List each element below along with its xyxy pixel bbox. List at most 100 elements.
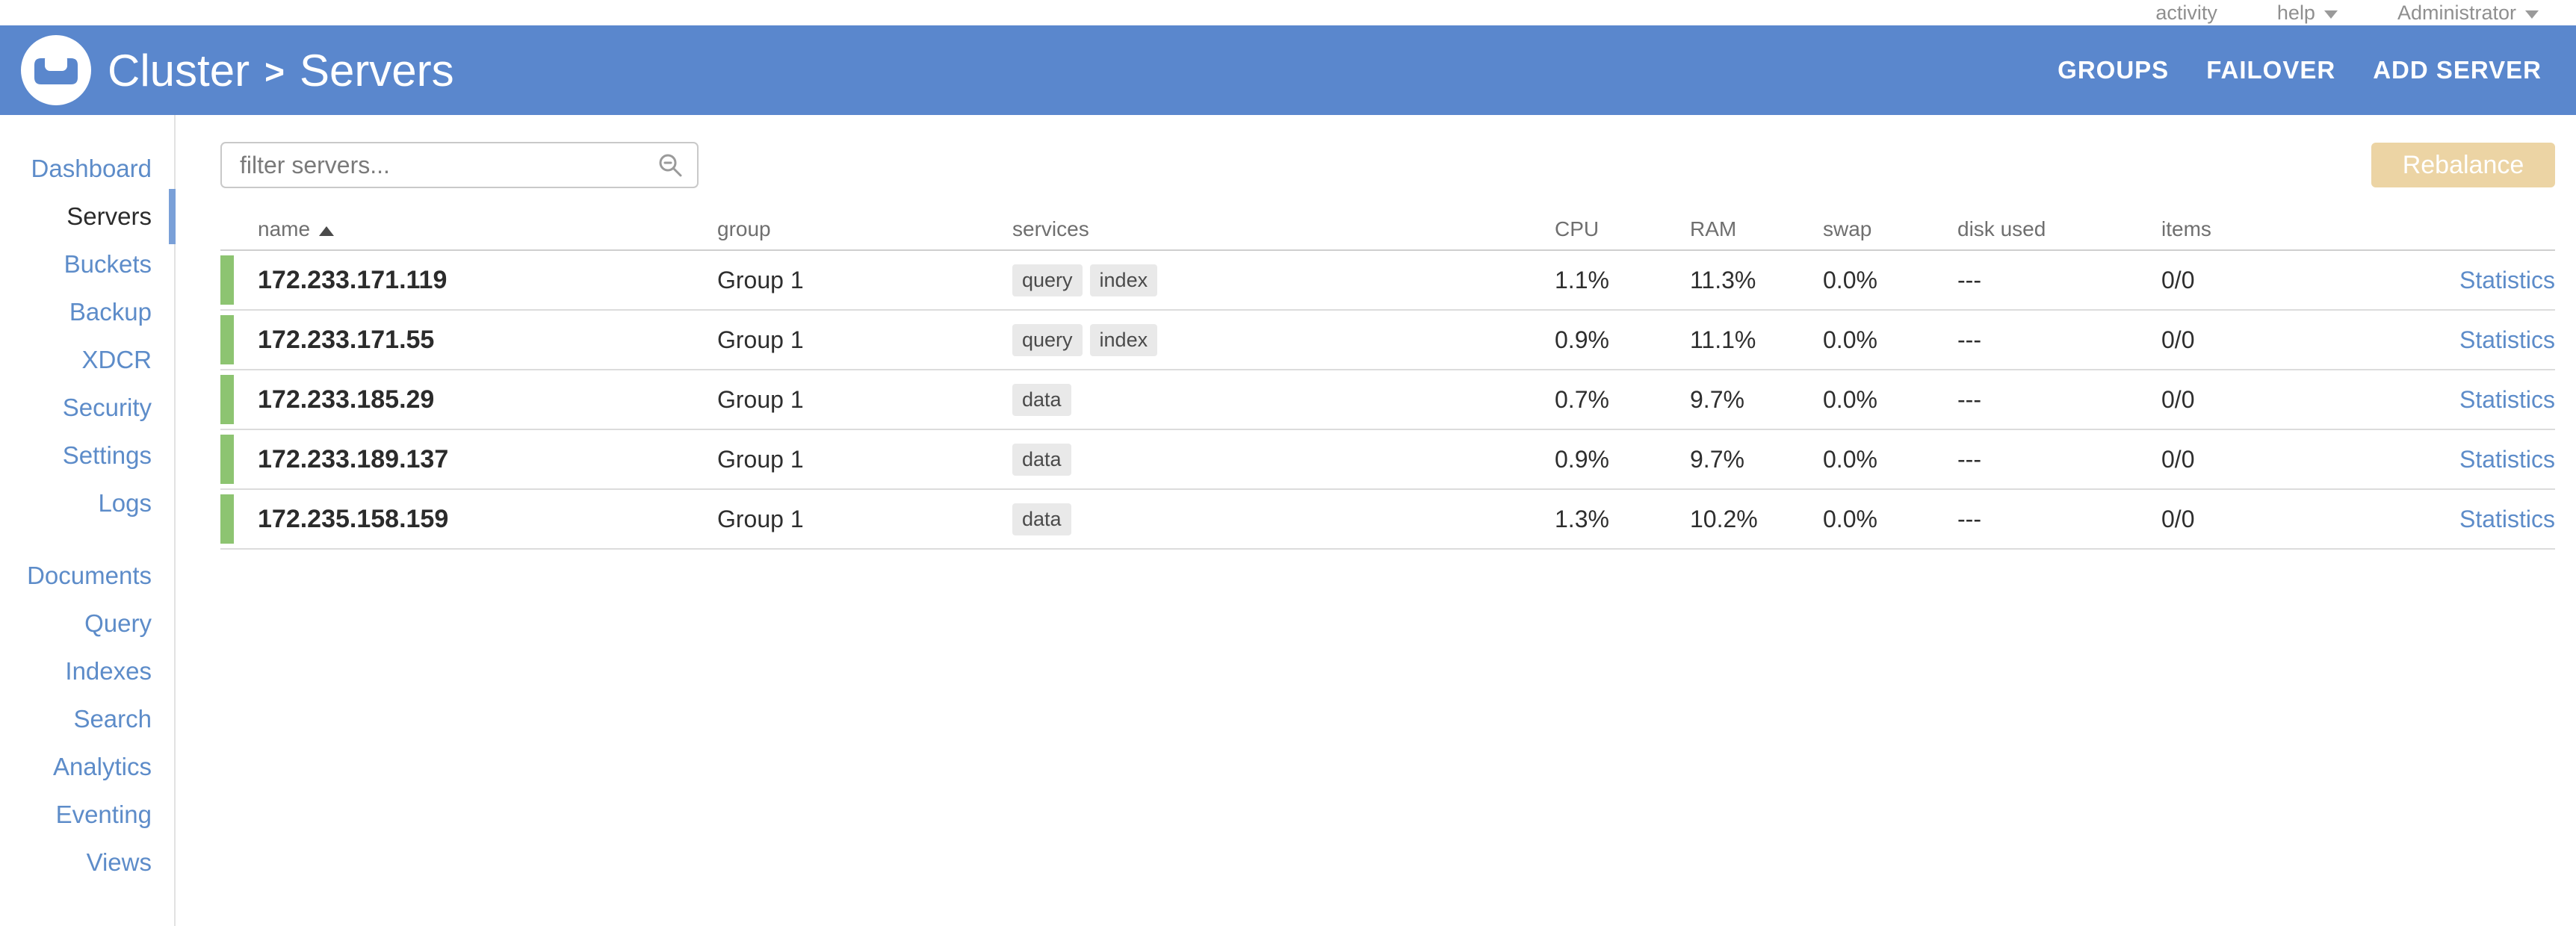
sidebar-item-label: Buckets <box>64 250 152 278</box>
table-row[interactable]: 172.233.171.119 Group 1 query index 1.1% … <box>220 251 2555 311</box>
sort-ascending-icon <box>319 226 335 236</box>
server-ram: 10.2% <box>1690 505 1758 532</box>
server-name: 172.235.158.159 <box>258 504 449 533</box>
servers-toolbar: Rebalance <box>220 142 2555 188</box>
sidebar-item-dashboard[interactable]: Dashboard <box>0 145 174 193</box>
user-label: Administrator <box>2397 1 2516 24</box>
server-services: query index <box>1012 323 1555 356</box>
sidebar-item-views[interactable]: Views <box>0 839 174 886</box>
service-badge: data <box>1012 503 1071 535</box>
sidebar-item-settings[interactable]: Settings <box>0 432 174 479</box>
column-header-label: group <box>717 217 771 240</box>
sidebar-item-label: Servers <box>66 202 152 230</box>
header-actions: GROUPS FAILOVER ADD SERVER <box>2058 56 2542 84</box>
sidebar-item-search[interactable]: Search <box>0 695 174 743</box>
column-header-label: name <box>258 217 311 240</box>
statistics-link[interactable]: Statistics <box>2459 266 2555 293</box>
statistics-link[interactable]: Statistics <box>2459 445 2555 473</box>
sidebar-item-query[interactable]: Query <box>0 600 174 647</box>
column-header-cpu[interactable]: CPU <box>1555 217 1690 241</box>
column-header-ram[interactable]: RAM <box>1690 217 1823 241</box>
breadcrumb: Cluster > Servers <box>108 45 454 96</box>
server-services: data <box>1012 503 1555 535</box>
server-swap: 0.0% <box>1823 505 1877 532</box>
sidebar-item-label: Analytics <box>52 753 152 780</box>
server-health-cell <box>220 370 234 429</box>
column-header-disk-used[interactable]: disk used <box>1957 217 2161 241</box>
service-badge: data <box>1012 383 1071 416</box>
sidebar-item-eventing[interactable]: Eventing <box>0 791 174 839</box>
column-header-name[interactable]: name <box>234 217 717 241</box>
activity-link[interactable]: activity <box>2155 1 2217 25</box>
chevron-down-icon <box>2323 10 2338 19</box>
column-header-label: RAM <box>1690 217 1737 240</box>
table-row[interactable]: 172.235.158.159 Group 1 data 1.3% 10.2% … <box>220 490 2555 550</box>
column-header-items[interactable]: items <box>2161 217 2385 241</box>
server-items: 0/0 <box>2161 385 2195 413</box>
service-badge: query <box>1012 264 1083 296</box>
sidebar-item-label: Security <box>62 394 152 421</box>
column-header-group[interactable]: group <box>717 217 1012 241</box>
column-header-label: swap <box>1823 217 1872 240</box>
app-header: Cluster > Servers GROUPS FAILOVER ADD SE… <box>0 25 2576 115</box>
server-swap: 0.0% <box>1823 445 1877 473</box>
table-row[interactable]: 172.233.171.55 Group 1 query index 0.9% 1… <box>220 311 2555 370</box>
help-menu[interactable]: help <box>2277 1 2338 25</box>
groups-button[interactable]: GROUPS <box>2058 56 2170 84</box>
sidebar-item-servers[interactable]: Servers <box>0 189 176 244</box>
sidebar-item-label: Settings <box>62 441 152 469</box>
sidebar-item-analytics[interactable]: Analytics <box>0 743 174 791</box>
server-group: Group 1 <box>717 266 804 293</box>
breadcrumb-section: Servers <box>299 45 454 96</box>
server-ram: 11.3% <box>1690 266 1756 293</box>
add-server-button[interactable]: ADD SERVER <box>2373 56 2542 84</box>
sidebar-item-backup[interactable]: Backup <box>0 288 174 336</box>
breadcrumb-separator-icon: > <box>264 52 285 91</box>
table-row[interactable]: 172.233.185.29 Group 1 data 0.7% 9.7% 0.… <box>220 370 2555 430</box>
server-disk-used: --- <box>1957 505 1981 532</box>
service-badge: index <box>1089 323 1158 356</box>
server-services: data <box>1012 383 1555 416</box>
sidebar-item-label: Eventing <box>55 801 152 828</box>
servers-page: Rebalance name group services CPU RAM sw… <box>176 115 2576 926</box>
sidebar-item-security[interactable]: Security <box>0 384 174 432</box>
statistics-link[interactable]: Statistics <box>2459 385 2555 413</box>
server-services: query index <box>1012 264 1555 296</box>
sidebar-item-documents[interactable]: Documents <box>0 552 174 600</box>
sidebar-item-xdcr[interactable]: XDCR <box>0 336 174 384</box>
filter-servers-input[interactable] <box>240 151 657 179</box>
service-badge: data <box>1012 443 1071 476</box>
table-row[interactable]: 172.233.189.137 Group 1 data 0.9% 9.7% 0… <box>220 430 2555 490</box>
column-header-label: disk used <box>1957 217 2046 240</box>
sidebar-item-indexes[interactable]: Indexes <box>0 647 174 695</box>
sidebar-item-buckets[interactable]: Buckets <box>0 240 174 288</box>
sidebar-nav: Dashboard Servers Buckets Backup XDCR Se… <box>0 115 176 926</box>
server-items: 0/0 <box>2161 445 2195 473</box>
statistics-link[interactable]: Statistics <box>2459 505 2555 532</box>
user-menu[interactable]: Administrator <box>2397 1 2539 25</box>
activity-label: activity <box>2155 1 2217 24</box>
server-ram: 9.7% <box>1690 445 1744 473</box>
help-label: help <box>2276 1 2315 24</box>
header-bar-spacer <box>220 209 234 249</box>
failover-button[interactable]: FAILOVER <box>2206 56 2336 84</box>
statistics-link[interactable]: Statistics <box>2459 326 2555 353</box>
column-header-label: CPU <box>1555 217 1600 240</box>
server-healthy-indicator <box>220 375 234 424</box>
filter-servers-box <box>220 142 699 188</box>
sidebar-item-label: Indexes <box>65 657 152 685</box>
server-items: 0/0 <box>2161 326 2195 353</box>
server-name: 172.233.171.55 <box>258 325 435 354</box>
servers-table: name group services CPU RAM swap disk us… <box>220 209 2555 550</box>
server-disk-used: --- <box>1957 445 1981 473</box>
sidebar-item-label: Documents <box>27 562 152 589</box>
column-header-swap[interactable]: swap <box>1823 217 1957 241</box>
column-header-services[interactable]: services <box>1012 217 1555 241</box>
service-badge: query <box>1012 323 1083 356</box>
server-swap: 0.0% <box>1823 266 1877 293</box>
sidebar-item-label: XDCR <box>81 346 152 373</box>
sidebar-item-label: Views <box>86 848 152 876</box>
server-swap: 0.0% <box>1823 385 1877 413</box>
sidebar-item-logs[interactable]: Logs <box>0 479 174 527</box>
rebalance-button[interactable]: Rebalance <box>2371 143 2555 187</box>
